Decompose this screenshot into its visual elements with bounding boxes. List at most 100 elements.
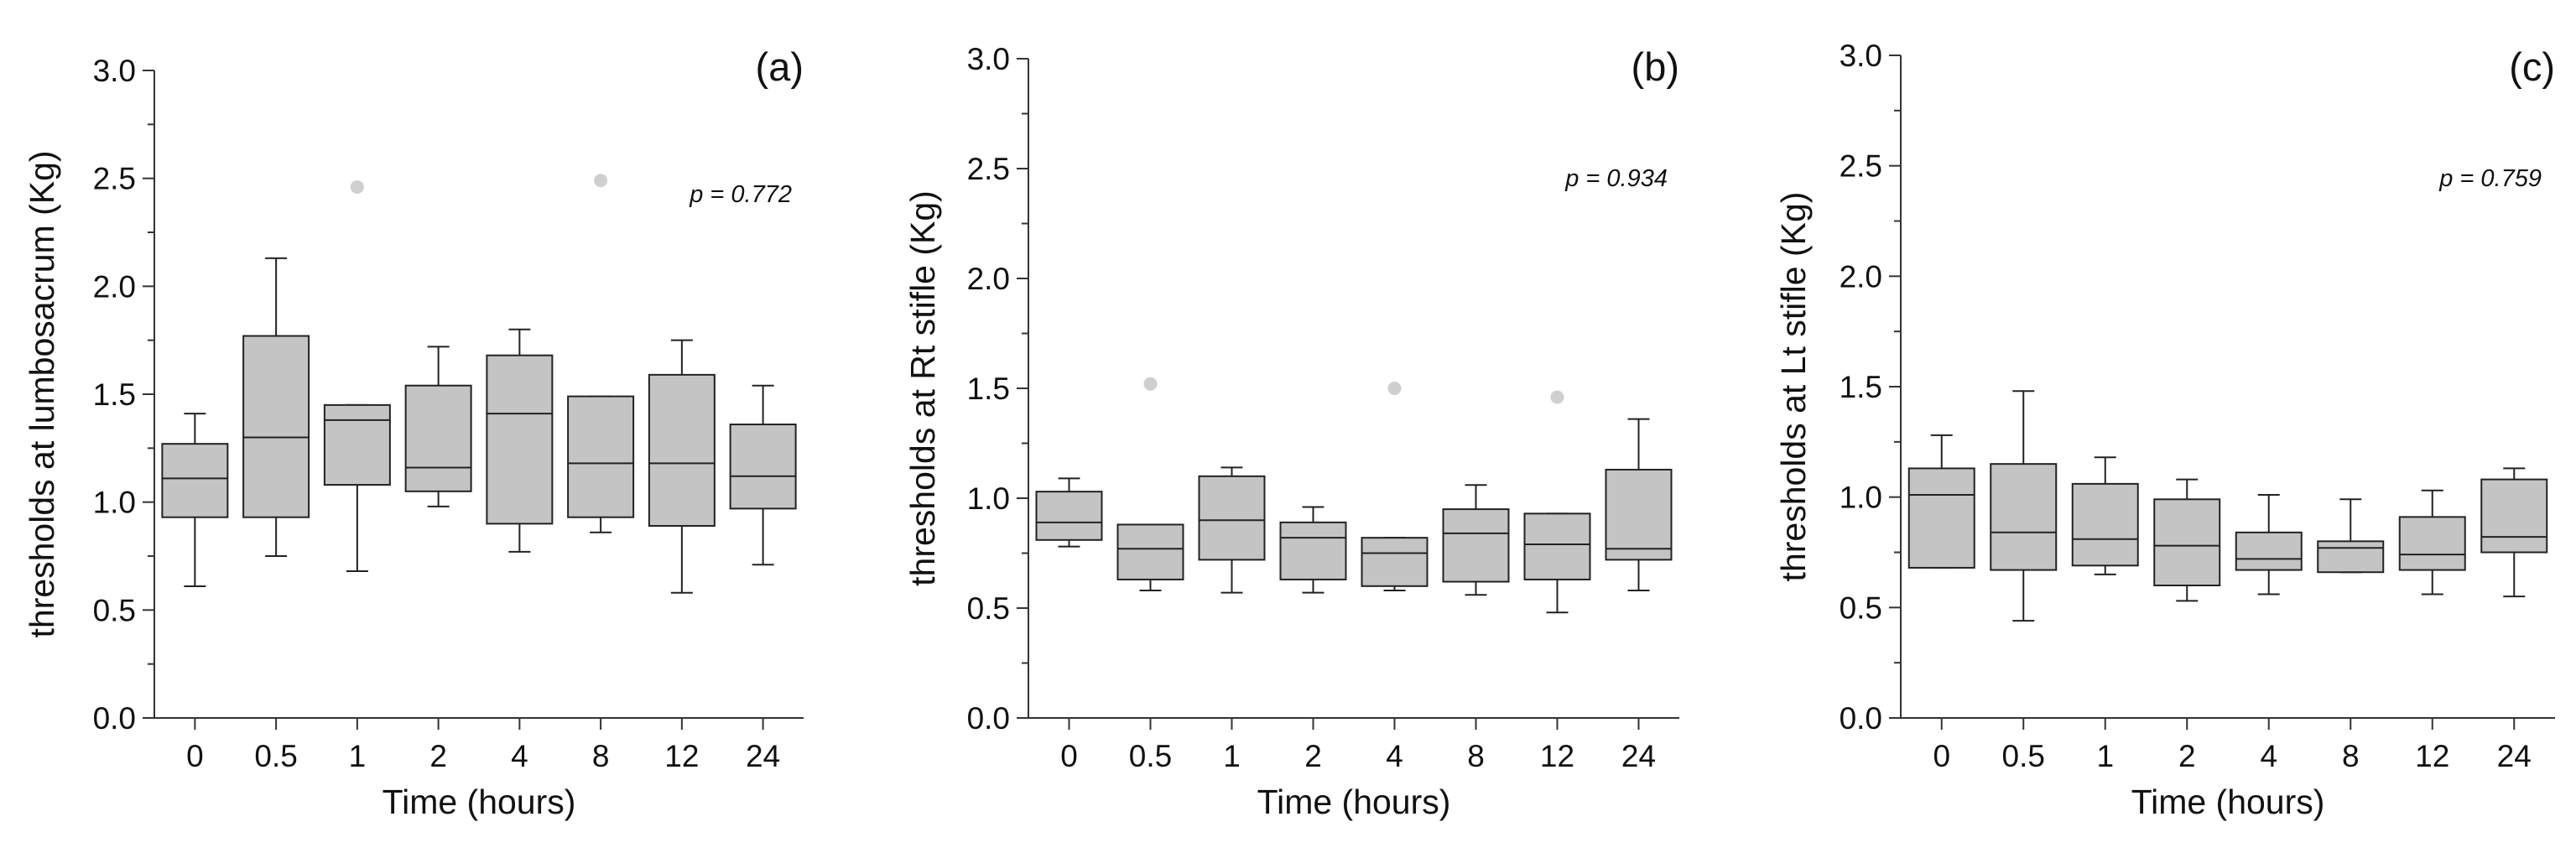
- y-tick-label: 2.5: [1840, 149, 1882, 184]
- x-tick-label: 0.5: [2002, 739, 2045, 773]
- box-24: [729, 384, 797, 566]
- box-12: [1523, 390, 1591, 614]
- x-tick-label: 4: [511, 739, 528, 773]
- x-tick-label: 0: [1060, 739, 1078, 773]
- box-2: [2153, 478, 2221, 602]
- x-tick-label: 24: [1621, 739, 1656, 773]
- iqr-box: [1523, 512, 1591, 580]
- panel-c: 0.00.51.01.52.02.53.00 0.5 1 2 4 8 12 24thresho…: [1774, 39, 2555, 821]
- iqr-box: [2153, 498, 2221, 586]
- outlier-point: [1387, 382, 1402, 395]
- x-tick-label: 12: [2415, 739, 2449, 773]
- box-0: [1907, 434, 1975, 569]
- y-tick-label: 0.5: [93, 593, 136, 627]
- x-tick-label: 0: [186, 739, 204, 773]
- box-1: [2071, 456, 2139, 575]
- y-tick-label: 1.0: [967, 481, 1010, 516]
- iqr-box: [242, 335, 310, 518]
- box-0: [161, 413, 229, 588]
- box-24: [1605, 418, 1673, 592]
- y-tick-label: 3.0: [1840, 39, 1882, 73]
- x-tick-label: 8: [2342, 739, 2360, 773]
- outlier-point: [594, 174, 608, 188]
- iqr-box: [1116, 523, 1184, 580]
- iqr-box: [1361, 537, 1429, 587]
- x-axis-title: Time (hours): [382, 783, 576, 821]
- y-tick-label: 0.0: [1840, 701, 1882, 736]
- box-12: [648, 339, 716, 594]
- box-24: [2480, 467, 2548, 598]
- y-axis-title: thresholds at Rt stifle (Kg): [903, 190, 942, 586]
- x-tick-label: 8: [592, 739, 610, 773]
- x-tick-label: 24: [2497, 739, 2532, 773]
- x-tick-label: 0: [1933, 739, 1950, 773]
- y-tick-label: 3.0: [93, 54, 136, 88]
- iqr-box: [1605, 468, 1673, 561]
- y-tick-label: 1.0: [1840, 481, 1882, 515]
- iqr-box: [1990, 463, 2058, 571]
- x-tick-label: 8: [1467, 739, 1485, 773]
- y-axis-title: thresholds at lumbosacrum (Kg): [23, 150, 61, 637]
- box-8: [2317, 498, 2385, 574]
- x-tick-label: 24: [746, 739, 780, 773]
- box-1: [323, 179, 391, 573]
- y-tick-label: 1.5: [967, 372, 1010, 406]
- x-axis-title: Time (hours): [1257, 783, 1451, 821]
- x-tick-label: 12: [664, 739, 699, 773]
- iqr-box: [567, 395, 635, 518]
- y-tick-label: 1.5: [93, 377, 136, 412]
- y-tick-label: 0.0: [967, 701, 1010, 736]
- iqr-box: [1198, 475, 1266, 561]
- y-tick-label: 0.5: [1840, 590, 1882, 625]
- iqr-box: [1035, 491, 1103, 541]
- iqr-box: [2071, 482, 2139, 567]
- panel-label: (b): [1631, 44, 1679, 89]
- x-axis-title: Time (hours): [2131, 783, 2325, 821]
- x-tick-label: 12: [1540, 739, 1574, 773]
- x-tick-label: 2: [2178, 739, 2196, 773]
- iqr-box: [2317, 540, 2385, 574]
- iqr-box: [486, 354, 554, 525]
- iqr-box: [2235, 531, 2303, 571]
- x-tick-label: 0.5: [254, 739, 297, 773]
- iqr-box: [2398, 516, 2466, 571]
- box-2: [1279, 506, 1347, 594]
- outlier-point: [350, 179, 364, 194]
- panel-b: 0.00.51.01.52.02.53.00 0.5 1 2 4 8 12 24thresho…: [903, 42, 1679, 821]
- box-4: [2235, 494, 2303, 596]
- p-value-annotation: p = 0.759: [2438, 165, 2542, 192]
- box-0.5: [1990, 390, 2058, 622]
- y-tick-label: 0.5: [967, 591, 1010, 626]
- y-tick-label: 0.0: [93, 701, 136, 736]
- box-0.5: [242, 257, 310, 557]
- box-0: [1035, 477, 1103, 548]
- y-tick-label: 1.5: [1840, 370, 1882, 404]
- iqr-box: [2480, 478, 2548, 554]
- x-tick-label: 1: [1223, 739, 1241, 773]
- box-2: [404, 346, 472, 507]
- iqr-box: [648, 373, 716, 527]
- y-tick-label: 2.0: [1840, 259, 1882, 294]
- box-0.5: [1116, 377, 1184, 592]
- iqr-box: [1442, 508, 1510, 583]
- x-tick-label: 0.5: [1129, 739, 1172, 773]
- box-4: [486, 328, 554, 553]
- x-tick-label: 1: [2096, 739, 2114, 773]
- y-tick-label: 2.5: [93, 162, 136, 196]
- box-12: [2398, 489, 2466, 596]
- box-4: [1361, 382, 1429, 592]
- x-tick-label: 2: [429, 739, 447, 773]
- y-axis-title: thresholds at Lt stifle (Kg): [1774, 192, 1813, 582]
- y-tick-label: 2.0: [967, 262, 1010, 296]
- x-tick-label: 2: [1304, 739, 1322, 773]
- iqr-box: [729, 424, 797, 510]
- iqr-box: [323, 403, 391, 486]
- x-tick-label: 4: [1386, 739, 1403, 773]
- box-8: [567, 174, 635, 533]
- y-tick-label: 3.0: [967, 42, 1010, 76]
- outlier-point: [1550, 390, 1564, 404]
- x-tick-label: 4: [2260, 739, 2277, 773]
- y-tick-label: 2.5: [967, 152, 1010, 186]
- box-1: [1198, 466, 1266, 594]
